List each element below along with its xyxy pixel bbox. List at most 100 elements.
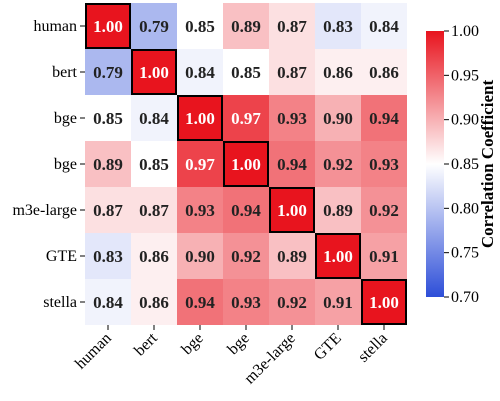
diagonal-highlight-box — [269, 187, 315, 233]
heatmap-cell-r0-c0 — [85, 3, 131, 49]
colorbar-tick-label: 0.75 — [451, 245, 479, 262]
y-tick-label: bge — [54, 156, 77, 173]
heatmap-cells — [85, 3, 407, 325]
heatmap-value-label: 0.87 — [93, 201, 123, 220]
heatmap-value-label: 0.93 — [231, 293, 261, 312]
heatmap-cell-r2-c5 — [315, 95, 361, 141]
heatmap-cell-r4-c1 — [131, 187, 177, 233]
heatmap-value-label: 0.86 — [139, 247, 169, 266]
heatmap-value-label: 0.83 — [323, 17, 353, 36]
x-tick-label: human — [72, 330, 115, 373]
heatmap-value-label: 0.92 — [231, 247, 261, 266]
heatmap-cell-r5-c4 — [269, 233, 315, 279]
heatmap-value-label: 0.94 — [185, 293, 215, 312]
heatmap-cell-r1-c1 — [131, 49, 177, 95]
heatmap-value-label: 0.84 — [185, 63, 215, 82]
heatmap-cell-r6-c5 — [315, 279, 361, 325]
heatmap-cell-r2-c4 — [269, 95, 315, 141]
heatmap-cell-r5-c0 — [85, 233, 131, 279]
heatmap-value-label: 0.86 — [369, 63, 399, 82]
heatmap-cell-r4-c3 — [223, 187, 269, 233]
colorbar-tick-label: 0.70 — [451, 289, 479, 306]
x-tick-label: stella — [355, 330, 391, 366]
heatmap-value-label: 0.92 — [369, 201, 399, 220]
y-tick-labels: human bert bge bge m3e-large GTE stella — [12, 18, 85, 311]
heatmap-cell-r6-c6 — [361, 279, 407, 325]
heatmap-value-label: 0.97 — [185, 155, 215, 174]
heatmap-value-label: 0.89 — [231, 17, 261, 36]
heatmap-cell-r1-c4 — [269, 49, 315, 95]
heatmap-cell-r3-c1 — [131, 141, 177, 187]
heatmap-cell-r5-c2 — [177, 233, 223, 279]
x-tick-label: bge — [178, 330, 206, 358]
heatmap-value-label: 0.84 — [93, 293, 123, 312]
heatmap-cell-r0-c2 — [177, 3, 223, 49]
heatmap-value-label: 0.79 — [93, 63, 123, 82]
heatmap-value-label: 0.84 — [139, 109, 169, 128]
y-tick-label: m3e-large — [12, 202, 77, 219]
colorbar-tick-label: 0.85 — [451, 156, 479, 173]
heatmap-value-labels: 1.00 0.79 0.85 0.89 0.87 0.83 0.84 0.79 1.00 0.84… — [93, 17, 399, 312]
x-tick-label: GTE — [311, 330, 345, 364]
colorbar-tick-label: 0.95 — [451, 67, 479, 84]
heatmap-value-label: 0.83 — [93, 247, 123, 266]
heatmap-value-label: 0.93 — [369, 155, 399, 174]
diagonal-highlight-box — [177, 95, 223, 141]
y-tick-label: human — [33, 18, 77, 35]
heatmap-cell-r3-c0 — [85, 141, 131, 187]
colorbar-label: Correlation Coefficient — [478, 80, 497, 249]
heatmap-cell-r6-c3 — [223, 279, 269, 325]
heatmap-cell-r3-c2 — [177, 141, 223, 187]
heatmap-value-label: 0.92 — [277, 293, 307, 312]
heatmap-cell-r6-c0 — [85, 279, 131, 325]
heatmap-value-label: 0.85 — [185, 17, 215, 36]
heatmap-cell-r4-c4 — [269, 187, 315, 233]
heatmap-cell-r1-c3 — [223, 49, 269, 95]
heatmap-value-label: 0.90 — [185, 247, 215, 266]
heatmap-cell-r3-c5 — [315, 141, 361, 187]
heatmap-cell-r1-c5 — [315, 49, 361, 95]
heatmap-value-label: 0.94 — [369, 109, 399, 128]
heatmap-cell-r5-c6 — [361, 233, 407, 279]
diagonal-highlight-box — [223, 141, 269, 187]
heatmap-value-label: 0.93 — [277, 109, 307, 128]
heatmap-value-label: 0.87 — [277, 17, 307, 36]
diagonal-highlight-box — [315, 233, 361, 279]
diagonal-highlights — [85, 3, 407, 325]
heatmap-value-label: 0.94 — [231, 201, 261, 220]
diagonal-highlight-box — [131, 49, 177, 95]
heatmap-cell-r0-c1 — [131, 3, 177, 49]
colorbar-ticks: 1.00 0.95 0.90 0.85 0.80 0.75 0.70 — [444, 23, 479, 306]
heatmap-cell-r6-c1 — [131, 279, 177, 325]
heatmap-cell-r2-c1 — [131, 95, 177, 141]
heatmap-cell-r4-c5 — [315, 187, 361, 233]
diagonal-highlight-box — [361, 279, 407, 325]
heatmap-value-label: 0.89 — [323, 201, 353, 220]
heatmap-cell-r1-c6 — [361, 49, 407, 95]
heatmap-cell-r1-c0 — [85, 49, 131, 95]
heatmap-cell-r4-c2 — [177, 187, 223, 233]
heatmap-value-label: 1.00 — [185, 109, 215, 128]
heatmap-value-label: 0.84 — [369, 17, 399, 36]
x-tick-label: bge — [224, 330, 252, 358]
heatmap-value-label: 0.94 — [277, 155, 307, 174]
x-tick-label: bert — [131, 329, 161, 359]
heatmap-value-label: 0.92 — [323, 155, 353, 174]
heatmap-cell-r3-c3 — [223, 141, 269, 187]
heatmap-cell-r0-c3 — [223, 3, 269, 49]
heatmap-value-label: 0.89 — [93, 155, 123, 174]
heatmap-cell-r5-c5 — [315, 233, 361, 279]
heatmap-cell-r0-c5 — [315, 3, 361, 49]
heatmap-cell-r4-c6 — [361, 187, 407, 233]
heatmap-value-label: 1.00 — [93, 17, 123, 36]
heatmap-value-label: 0.85 — [231, 63, 261, 82]
heatmap-value-label: 1.00 — [139, 63, 169, 82]
heatmap-value-label: 0.89 — [277, 247, 307, 266]
heatmap-value-label: 0.85 — [139, 155, 169, 174]
heatmap-cell-r2-c0 — [85, 95, 131, 141]
heatmap-cell-r5-c1 — [131, 233, 177, 279]
y-tick-label: bert — [52, 64, 77, 81]
heatmap-value-label: 1.00 — [277, 201, 307, 220]
